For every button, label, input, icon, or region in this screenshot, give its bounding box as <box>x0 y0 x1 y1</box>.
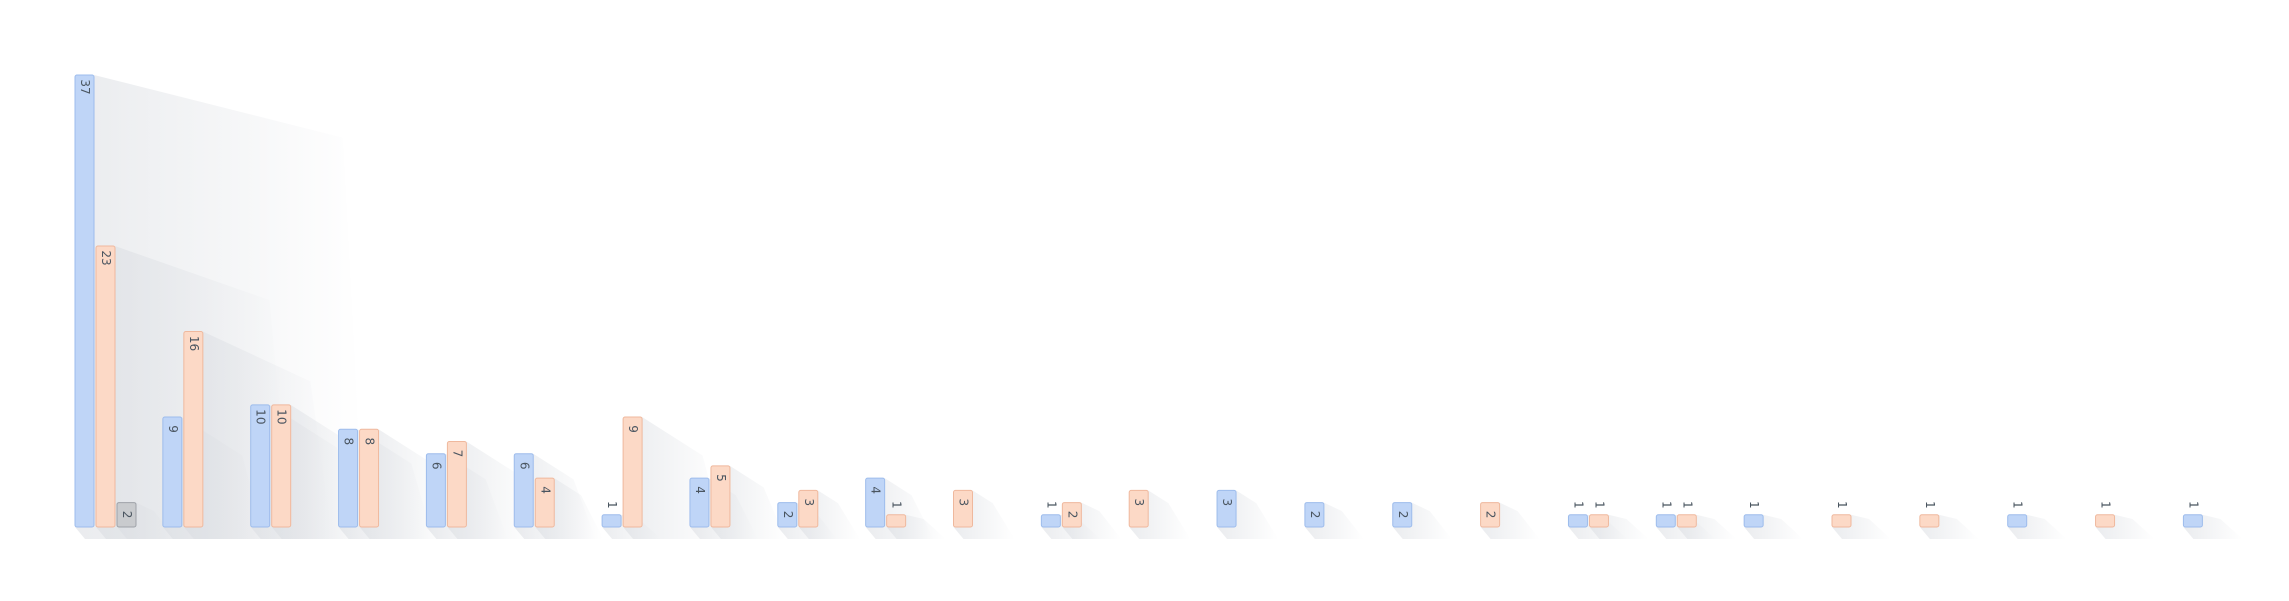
bar-shadows <box>75 75 2243 539</box>
bar-value-label-a-3: 10 <box>254 409 268 424</box>
bar-value-label-a-2: 9 <box>166 425 180 433</box>
bar-value-label-b-3: 10 <box>275 409 289 424</box>
bar-value-label-a-25: 1 <box>2186 501 2200 509</box>
bar-value-label-a-8: 4 <box>693 486 707 494</box>
bar-series-b-17 <box>1480 502 1501 528</box>
bar-series-a-6 <box>513 453 534 528</box>
bar-series-a-14 <box>1216 489 1237 528</box>
bar-value-label-c-1: 2 <box>120 511 134 519</box>
bar-series-a-7 <box>601 514 622 528</box>
bar-value-label-b-13: 3 <box>1132 499 1146 507</box>
bar-value-label-a-20: 1 <box>1747 501 1761 509</box>
bar-value-label-b-8: 5 <box>714 474 728 482</box>
bar-series-a-25 <box>2182 514 2203 528</box>
bar-value-label-a-4: 8 <box>342 437 356 445</box>
bar-series-b-12 <box>1061 502 1082 528</box>
bar-value-label-a-15: 2 <box>1308 511 1322 519</box>
bar-value-label-a-12: 1 <box>1044 501 1058 509</box>
bar-value-label-b-12: 2 <box>1065 511 1079 519</box>
bar-series-b-9 <box>798 489 819 528</box>
bar-series-a-5 <box>425 453 446 528</box>
bar-series-a-15 <box>1304 502 1325 528</box>
bar-value-label-a-14: 3 <box>1220 499 1234 507</box>
bar-value-label-a-5: 6 <box>429 462 443 470</box>
bar-value-label-b-21: 1 <box>1835 501 1849 509</box>
bar-value-label-b-18: 1 <box>1592 501 1606 509</box>
bar-series-b-21 <box>1831 514 1852 528</box>
bar-series-a-1 <box>74 74 95 528</box>
bar-series-b-2 <box>183 331 204 528</box>
bar-series-a-16 <box>1392 502 1413 528</box>
bar-series-a-23 <box>2007 514 2028 528</box>
bar-series-b-11 <box>953 489 973 528</box>
bar-series-b-3 <box>271 404 292 528</box>
bar-series-b-24 <box>2095 514 2116 528</box>
bar-value-label-b-24: 1 <box>2099 501 2113 509</box>
bar-series-a-8 <box>689 477 710 528</box>
bar-value-label-b-1: 23 <box>99 250 113 265</box>
bars <box>74 74 2203 528</box>
bar-value-label-b-11: 3 <box>957 499 971 507</box>
bar-series-b-18 <box>1588 514 1609 528</box>
bar-series-b-7 <box>622 416 643 528</box>
bar-series-a-20 <box>1743 514 1764 528</box>
bar-series-a-19 <box>1655 514 1676 528</box>
bar-series-b-5 <box>446 440 467 528</box>
bar-value-label-a-19: 1 <box>1659 501 1673 509</box>
bar-value-label-b-2: 16 <box>187 336 201 351</box>
bar-value-label-b-22: 1 <box>1923 501 1937 509</box>
bar-value-label-b-10: 1 <box>890 501 904 509</box>
bar-series-a-4 <box>338 428 359 528</box>
bar-series-a-12 <box>1040 514 1061 528</box>
bar-value-label-a-1: 37 <box>78 79 92 94</box>
bar-series-b-10 <box>886 514 907 528</box>
bar-series-a-10 <box>865 477 886 528</box>
bar-series-a-18 <box>1567 514 1588 528</box>
bar-value-label-a-7: 1 <box>605 501 619 509</box>
bar-value-label-b-19: 1 <box>1680 501 1694 509</box>
bar-value-label-b-7: 9 <box>626 425 640 433</box>
bar-series-c-1 <box>116 502 137 528</box>
bar-series-b-19 <box>1676 514 1697 528</box>
bar-series-a-9 <box>777 502 798 528</box>
bar-value-label-b-6: 4 <box>538 486 552 494</box>
bar-value-label-a-18: 1 <box>1571 501 1585 509</box>
bar-value-label-a-23: 1 <box>2011 501 2025 509</box>
bar-value-label-a-16: 2 <box>1396 511 1410 519</box>
bar-shadow-b-5 <box>447 441 536 539</box>
bar-value-label-a-6: 6 <box>517 462 531 470</box>
bar-value-label-a-9: 2 <box>781 511 795 519</box>
bar-series-b-1 <box>95 245 116 528</box>
bar-value-label-b-9: 3 <box>802 499 816 507</box>
bar-series-b-4 <box>359 428 380 528</box>
bar-value-label-b-5: 7 <box>450 450 464 458</box>
bar-series-b-8 <box>710 465 731 528</box>
bar-series-a-2 <box>162 416 183 528</box>
bar-value-label-a-10: 4 <box>869 486 883 494</box>
bar-value-label-b-17: 2 <box>1484 511 1498 519</box>
bar-value-label-b-4: 8 <box>363 437 377 445</box>
bar-series-b-22 <box>1919 514 1940 528</box>
bar-series-b-13 <box>1128 489 1149 528</box>
bar-series-b-6 <box>534 477 555 528</box>
bar-series-a-3 <box>250 404 271 528</box>
